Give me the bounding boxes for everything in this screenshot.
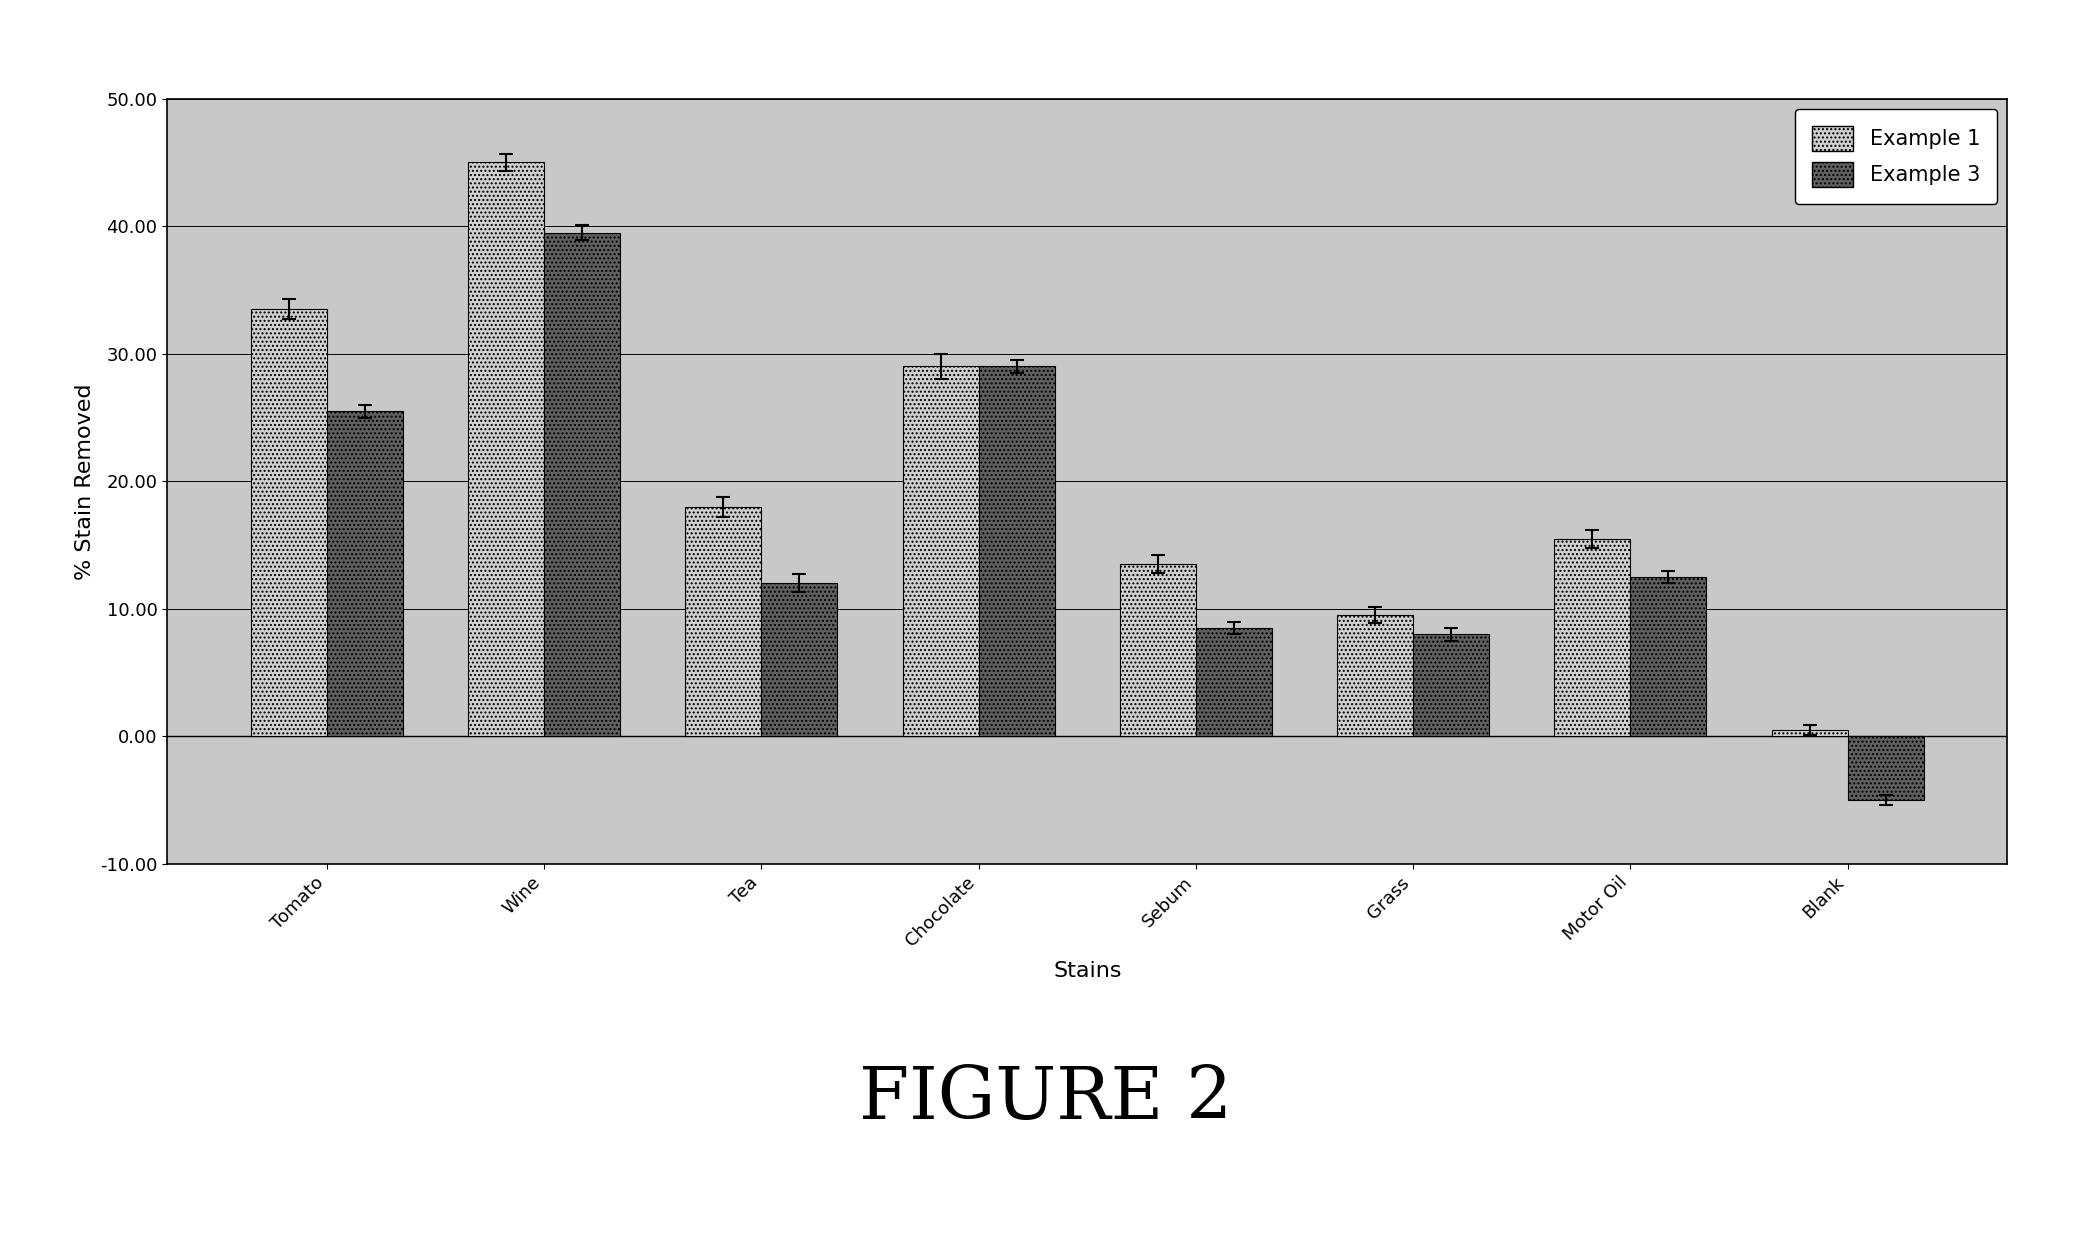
Bar	[979, 366, 1054, 737]
Bar	[1414, 634, 1489, 737]
Bar	[1196, 628, 1271, 737]
Text: FIGURE 2: FIGURE 2	[859, 1062, 1232, 1134]
Bar	[1554, 539, 1631, 737]
Bar	[1771, 731, 1848, 737]
Bar	[761, 584, 838, 737]
Bar	[1848, 737, 1924, 800]
Bar	[1631, 578, 1706, 737]
Y-axis label: % Stain Removed: % Stain Removed	[75, 383, 94, 580]
Bar	[468, 163, 544, 737]
Bar	[1336, 616, 1414, 737]
X-axis label: Stains: Stains	[1054, 961, 1121, 981]
Bar	[1121, 564, 1196, 737]
Legend: Example 1, Example 3: Example 1, Example 3	[1794, 109, 1997, 204]
Bar	[903, 366, 979, 737]
Bar	[544, 233, 621, 737]
Bar	[686, 507, 761, 737]
Bar	[326, 411, 404, 737]
Bar	[251, 310, 326, 737]
